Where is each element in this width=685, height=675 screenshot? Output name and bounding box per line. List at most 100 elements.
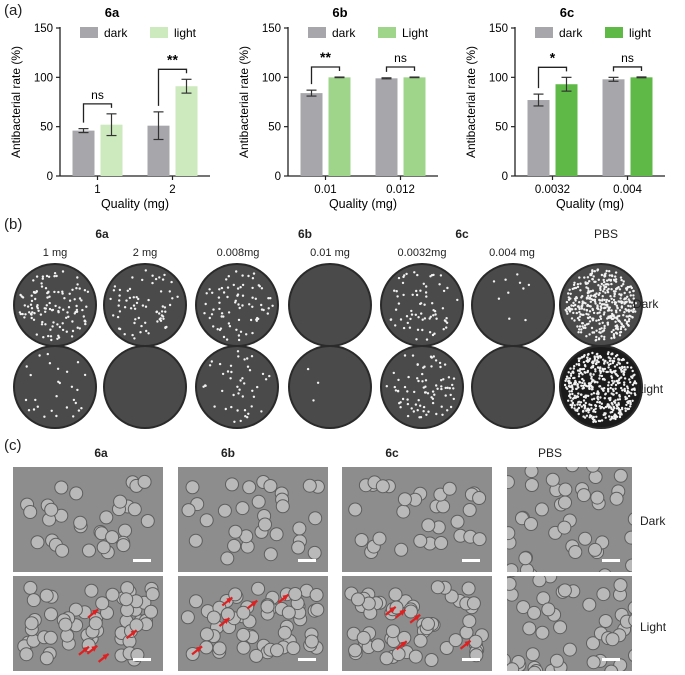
bacterial-colony: [587, 352, 590, 356]
bacterial-colony: [599, 308, 602, 312]
bacterium-cell: [24, 616, 39, 631]
bacterium-cell: [19, 647, 34, 662]
x-tick-label: 0.01: [314, 184, 336, 196]
bacterial-colony: [403, 354, 407, 357]
bacterium-cell: [354, 533, 369, 547]
sem-micrograph: [507, 576, 632, 671]
arrowhead-icon: [464, 640, 471, 647]
significance-bracket: [310, 66, 341, 85]
bacterial-colony: [71, 329, 75, 333]
bacterial-colony: [425, 295, 428, 298]
bacterial-colony: [252, 395, 256, 398]
bacterial-colony: [618, 413, 622, 416]
bacterial-colony: [392, 371, 395, 375]
bar-light-0.012: [403, 77, 426, 176]
bacterial-colony: [603, 338, 606, 341]
bacterium-cell: [448, 633, 463, 648]
bacterial-colony: [441, 307, 445, 310]
bacterial-colony: [44, 307, 47, 310]
bacterial-colony: [594, 280, 597, 283]
bacterial-colony: [35, 275, 39, 278]
bacterial-colony: [599, 288, 602, 292]
dose-label-4: 0.01 mg: [310, 247, 350, 259]
bacterial-colony: [441, 413, 444, 416]
scale-bar: [298, 559, 316, 562]
bacterial-colony: [571, 401, 574, 404]
bacterial-colony: [620, 300, 623, 303]
legend-swatch-dark: [80, 27, 98, 38]
bacterial-colony: [241, 304, 244, 307]
bacterial-colony: [606, 321, 610, 324]
bacterial-colony: [416, 363, 419, 366]
bacterial-colony: [603, 298, 606, 302]
bacterial-colony: [439, 274, 443, 277]
bacterium-cell: [302, 478, 317, 493]
bacterial-colony: [603, 327, 606, 330]
bacterial-colony: [592, 420, 595, 424]
bacterium-cell: [413, 533, 428, 548]
bacterial-colony: [393, 289, 396, 292]
bacterial-colony: [163, 306, 167, 309]
bacterial-colony: [204, 302, 207, 306]
bacterium-cell: [73, 515, 88, 530]
bacterium-cell: [258, 517, 272, 532]
y-axis-label: Antibacterial rate (%): [237, 46, 251, 158]
bacterium-cell: [576, 488, 591, 503]
bacterial-colony: [587, 294, 590, 297]
bacterial-colony: [620, 325, 623, 329]
bacterial-colony: [586, 409, 590, 412]
bacterial-colony: [524, 318, 527, 322]
bacterial-colony: [593, 381, 596, 384]
y-tick-label: 150: [489, 23, 508, 35]
bacterial-colony: [82, 315, 86, 318]
arrowhead-icon: [399, 609, 406, 616]
bacterium-cell: [189, 594, 203, 609]
bacterial-colony: [620, 284, 623, 288]
bacterial-colony: [158, 312, 161, 315]
bacterium-cell: [263, 479, 278, 493]
bacterial-colony: [592, 392, 596, 395]
bacterial-colony: [527, 283, 531, 287]
bacterial-colony: [583, 371, 586, 374]
bacterial-colony: [204, 384, 207, 387]
bacterial-colony: [423, 317, 427, 320]
bacterial-colony: [23, 304, 26, 307]
bacterial-colony: [612, 393, 615, 396]
bacterial-colony: [572, 367, 575, 370]
bacterial-colony: [80, 299, 83, 302]
x-tick-label: 0.012: [386, 184, 415, 196]
bacterial-colony: [600, 335, 603, 338]
bacterial-colony: [588, 316, 592, 319]
bacterial-colony: [171, 297, 174, 300]
bacterium-cell: [206, 610, 221, 625]
bacterium-cell: [228, 524, 243, 539]
bacterial-colony: [271, 304, 274, 307]
arrowhead-icon: [223, 618, 230, 625]
bacterium-cell: [472, 491, 487, 505]
bacterial-colony: [597, 360, 600, 364]
bacterial-colony: [613, 413, 617, 416]
bacterial-colony: [578, 325, 582, 328]
bacterial-colony: [411, 354, 415, 357]
bacterium-cell: [39, 651, 54, 666]
bacterial-colony: [618, 288, 622, 291]
bacterial-colony: [568, 382, 571, 385]
bacterial-colony: [239, 379, 242, 382]
bacterium-cell: [582, 597, 597, 612]
bacterial-colony: [445, 321, 449, 324]
bacterial-colony: [591, 416, 594, 420]
bacterial-colony: [598, 311, 601, 314]
bacterial-colony: [610, 392, 613, 395]
bacterium-cell: [628, 649, 632, 662]
bacterium-cell: [562, 642, 577, 657]
bacterial-colony: [594, 362, 598, 366]
x-axis-label: Quality (mg): [101, 197, 169, 211]
bacterial-colony: [18, 311, 22, 314]
bacterium-cell: [304, 634, 319, 649]
bacterial-colony: [621, 357, 625, 361]
bacterium-cell: [54, 480, 69, 495]
sem-micrograph: [342, 576, 492, 671]
bacterium-cell: [507, 662, 520, 671]
bacterial-colony: [246, 357, 249, 360]
bar-light-0.004: [630, 77, 653, 176]
